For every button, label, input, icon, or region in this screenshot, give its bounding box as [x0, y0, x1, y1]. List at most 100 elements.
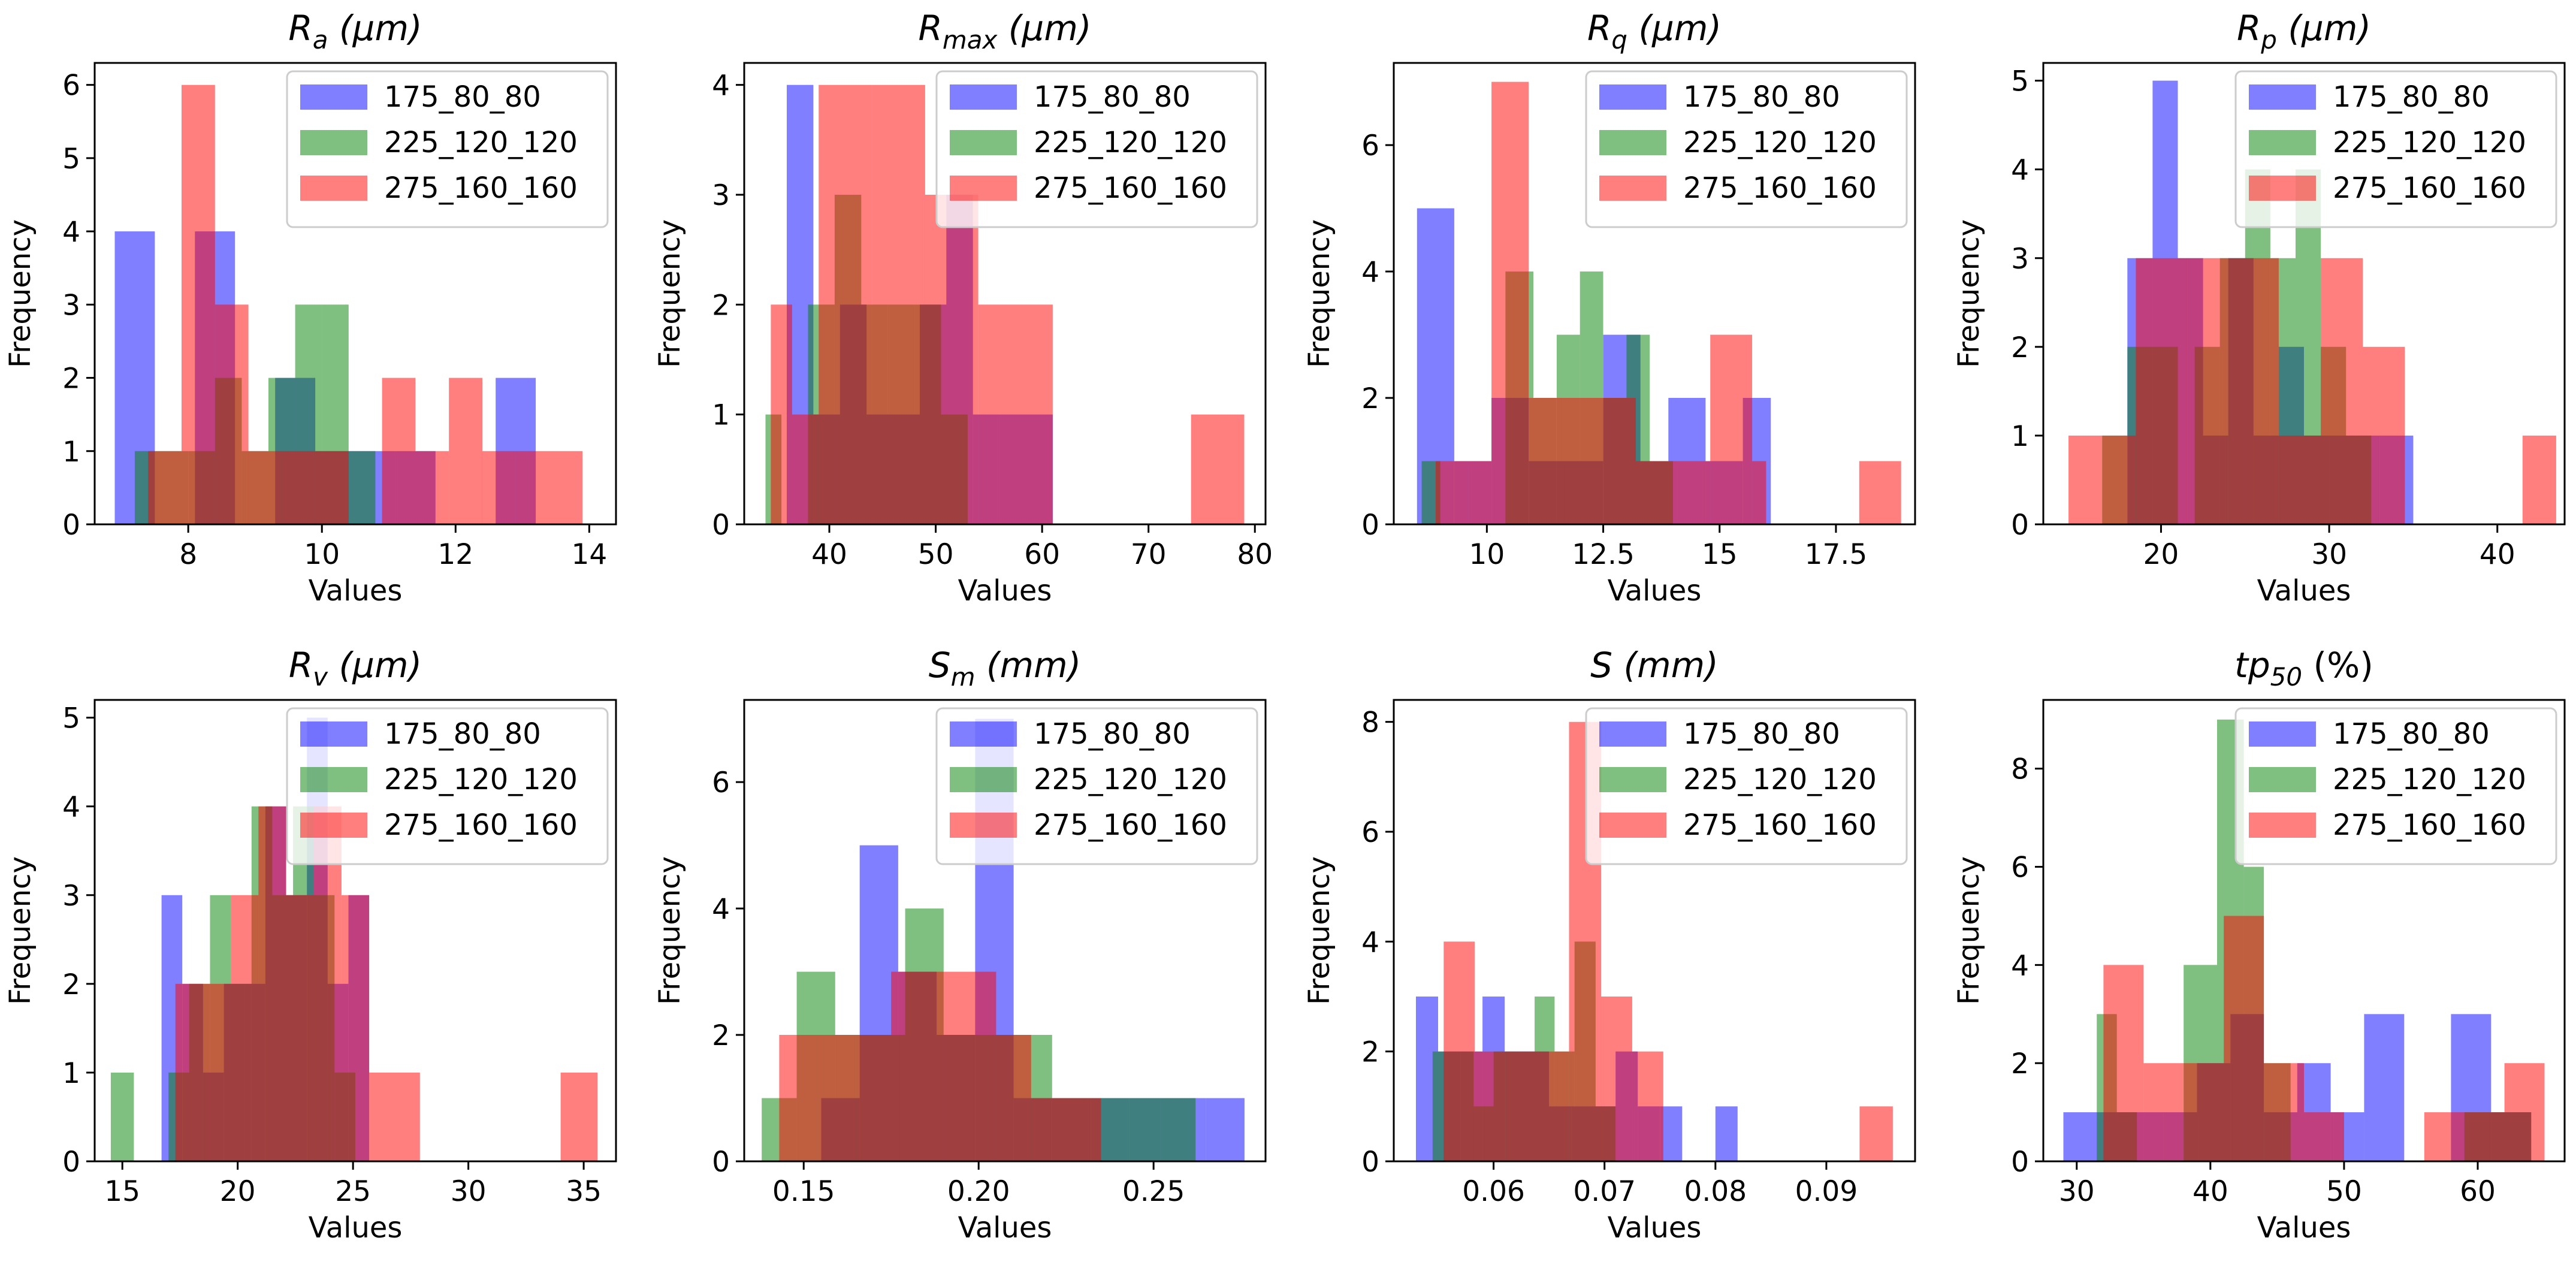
x-tick-label: 0.20: [947, 1175, 1010, 1208]
chart-title: Rq (μm): [1587, 8, 1722, 55]
histogram-bar: [449, 378, 482, 524]
legend-entry-label: 225_120_120: [2333, 763, 2526, 796]
y-tick-label: 2: [62, 968, 80, 1001]
histogram-bar: [110, 1072, 134, 1161]
legend-swatch: [2249, 813, 2316, 838]
legend-entry-label: 225_120_120: [1683, 126, 1877, 159]
x-axis-label: Values: [958, 574, 1052, 608]
axes-frame: [2042, 62, 2566, 526]
y-tick-label: 5: [62, 143, 80, 176]
chart-title: Rv (μm): [289, 645, 422, 692]
histogram-bar: [771, 304, 792, 524]
histogram-bar: [315, 451, 349, 524]
y-tick-label: 1: [62, 436, 80, 469]
histogram-bar: [341, 895, 370, 1161]
y-tick-label: 8: [2011, 753, 2029, 786]
chart-title: S (mm): [1590, 645, 1719, 686]
histogram-bar: [819, 84, 872, 524]
legend-swatch: [2249, 130, 2316, 155]
histogram-bar: [2068, 435, 2103, 524]
x-tick-label: 30: [2059, 1175, 2095, 1208]
legend: 175_80_80 225_120_120 275_160_160: [286, 707, 609, 865]
x-tick-label: 0.06: [1462, 1175, 1525, 1208]
histogram-bar: [926, 971, 961, 1161]
y-tick-label: 2: [62, 363, 80, 395]
y-tick-label: 4: [1361, 926, 1379, 959]
histogram-bar: [891, 971, 926, 1161]
histogram-bar: [1601, 997, 1632, 1161]
x-tick-label: 8: [179, 538, 197, 571]
histogram-bar: [549, 451, 583, 524]
legend-entry-label: 275_160_160: [2333, 808, 2526, 842]
x-axis-label: Values: [958, 1211, 1052, 1245]
y-tick-label: 2: [2011, 331, 2029, 364]
chart-panel-5: 15 20 25 30 35 0 1 2 3 4 5 Values Frequency Rv (μm) 17…: [4, 645, 617, 1245]
histogram-bar: [1529, 398, 1562, 524]
histogram-bar: [2464, 1112, 2505, 1161]
x-tick-label: 50: [918, 538, 954, 571]
legend-entry-label: 275_160_160: [384, 171, 578, 205]
histogram-bar: [382, 378, 416, 524]
series-275_160_160: [2103, 916, 2545, 1161]
legend-entry-label: 175_80_80: [2333, 717, 2490, 751]
legend-swatch: [300, 176, 367, 201]
histogram-bar: [2228, 258, 2279, 524]
chart-title: Rmax (μm): [919, 8, 1092, 55]
legend-entry-label: 175_80_80: [1034, 80, 1191, 114]
y-tick-label: 5: [62, 702, 80, 735]
legend-entry-label: 275_160_160: [384, 808, 578, 842]
histogram-bar: [231, 895, 259, 1161]
y-axis-label: Frequency: [4, 856, 37, 1005]
legend-entry-label: 175_80_80: [1683, 80, 1840, 114]
y-tick-label: 1: [712, 399, 730, 432]
histogram-bar: [817, 1035, 856, 1161]
x-tick-label: 50: [2326, 1175, 2362, 1208]
histogram-bar: [1435, 461, 1469, 524]
histogram-bar: [1191, 414, 1245, 524]
y-tick-label: 4: [62, 791, 80, 824]
axes-frame: [2042, 699, 2566, 1163]
axes-frame: [743, 699, 1267, 1163]
histogram-bar: [1660, 1106, 1683, 1161]
y-tick-label: 4: [2011, 949, 2029, 982]
chart-panel-3: 10 12.5 15 17.5 0 2 4 6 Values Frequency Rq (μm) 17…: [1303, 8, 1916, 608]
histogram-bar: [2136, 258, 2187, 524]
histogram-bar: [2184, 1063, 2224, 1161]
legend-swatch: [2249, 767, 2316, 792]
legend-swatch: [950, 813, 1017, 838]
chart-panel-6: 0.15 0.20 0.25 0 2 4 6 Values Frequency Sm (mm) 17…: [653, 645, 1267, 1245]
histogram-bar: [2143, 1063, 2184, 1161]
legend-swatch: [950, 130, 1017, 155]
series-275_160_160: [1435, 81, 1901, 525]
legend-entry-label: 175_80_80: [2333, 80, 2490, 114]
x-axis-label: Values: [1608, 1211, 1702, 1245]
y-tick-label: 3: [2011, 243, 2029, 276]
y-tick-label: 2: [1361, 382, 1379, 415]
y-tick-label: 4: [62, 216, 80, 249]
histogram-bar: [1561, 398, 1603, 524]
histogram-bar: [856, 1035, 892, 1161]
legend: 175_80_80 225_120_120 275_160_160: [2234, 70, 2557, 228]
legend-swatch: [2249, 721, 2316, 747]
x-tick-label: 30: [451, 1175, 487, 1208]
chart-panel-7: 0.06 0.07 0.08 0.09 0 2 4 6 8 Values Frequency S (m…: [1303, 645, 1916, 1245]
x-tick-label: 14: [571, 538, 607, 571]
histogram-bar: [2103, 965, 2144, 1161]
x-tick-label: 0.08: [1684, 1175, 1747, 1208]
legend: 175_80_80 225_120_120 275_160_160: [935, 70, 1258, 228]
x-tick-label: 70: [1131, 538, 1167, 571]
legend-entry-label: 225_120_120: [384, 126, 578, 159]
legend: 175_80_80 225_120_120 275_160_160: [935, 707, 1258, 865]
x-tick-label: 25: [335, 1175, 371, 1208]
y-tick-label: 0: [712, 509, 730, 542]
histogram-bar: [1031, 1098, 1067, 1161]
axes-frame: [743, 62, 1267, 526]
legend-swatch: [300, 130, 367, 155]
y-tick-label: 2: [712, 1019, 730, 1052]
legend-entry-label: 175_80_80: [1683, 717, 1840, 751]
legend-entry-label: 175_80_80: [384, 80, 541, 114]
y-tick-label: 0: [1361, 1146, 1379, 1179]
x-tick-label: 12: [437, 538, 473, 571]
legend: 175_80_80 225_120_120 275_160_160: [2234, 707, 2557, 865]
